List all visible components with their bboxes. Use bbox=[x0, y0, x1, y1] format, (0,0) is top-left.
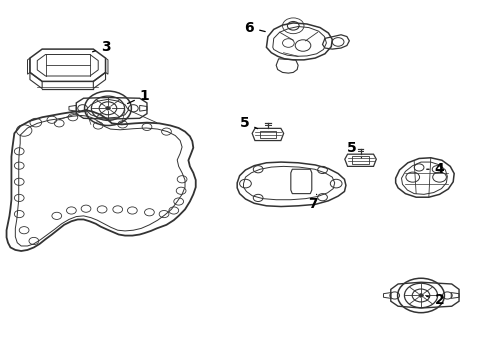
Text: 1: 1 bbox=[127, 89, 149, 104]
Text: 5: 5 bbox=[239, 116, 257, 130]
Text: 6: 6 bbox=[244, 21, 264, 35]
Text: 2: 2 bbox=[426, 293, 444, 307]
Text: 5: 5 bbox=[346, 141, 361, 158]
Text: 3: 3 bbox=[92, 40, 110, 54]
Circle shape bbox=[418, 294, 423, 297]
Circle shape bbox=[105, 107, 110, 110]
Text: 7: 7 bbox=[307, 194, 317, 211]
Text: 4: 4 bbox=[426, 162, 444, 176]
